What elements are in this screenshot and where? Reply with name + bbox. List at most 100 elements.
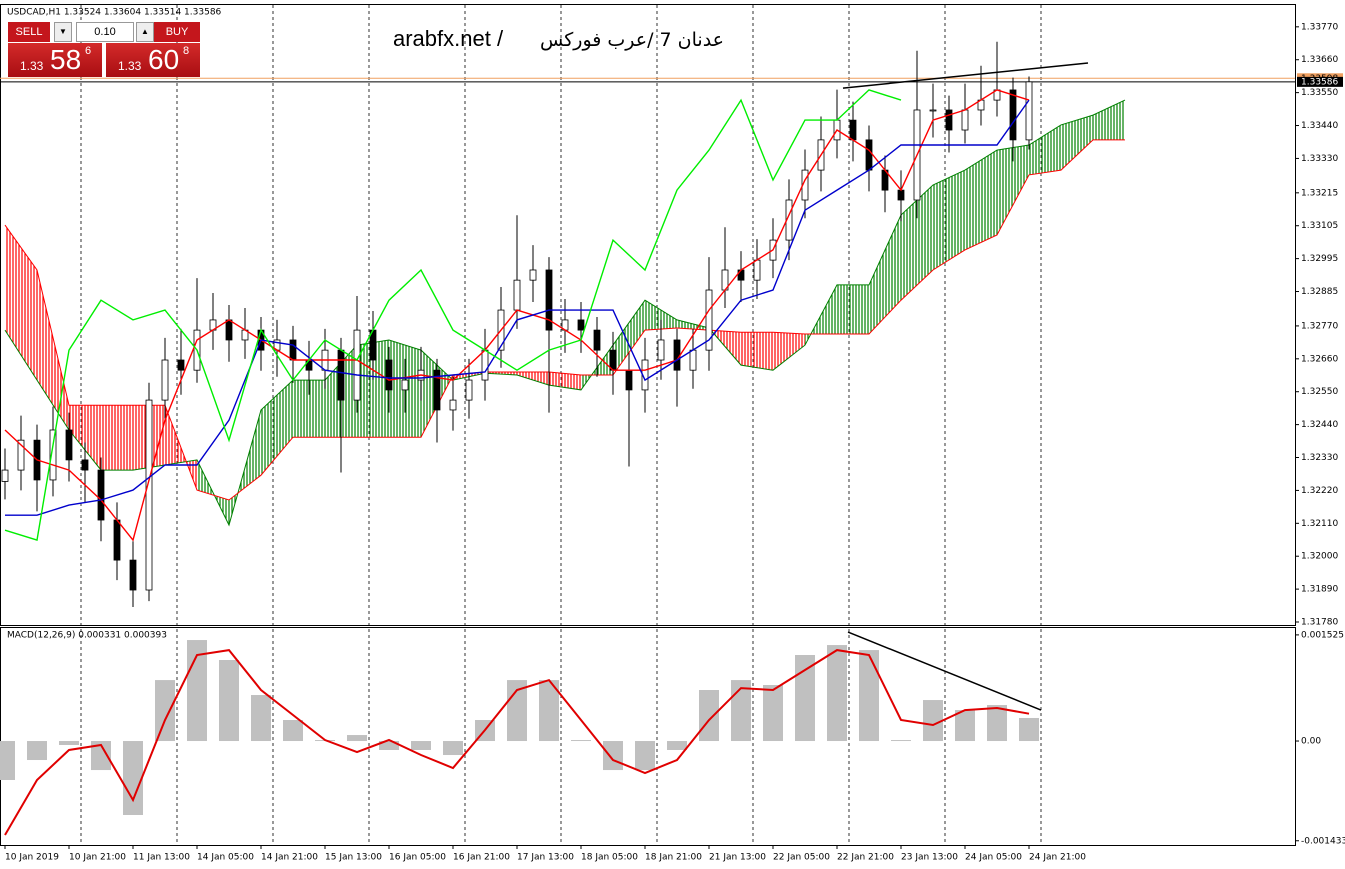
macd-bar	[955, 710, 975, 742]
macd-bar	[123, 741, 143, 816]
macd-bar	[59, 741, 79, 745]
macd-bar	[411, 741, 431, 751]
cloud-segment	[549, 371, 581, 390]
cloud-segment	[741, 332, 773, 371]
trade-panel: SELL ▼ 0.10 ▲ BUY 1.33 58 6 1.33 60 8	[8, 22, 200, 77]
cloud-segment	[677, 319, 709, 331]
cloud-segment	[1061, 115, 1093, 171]
cloud-segment	[901, 185, 933, 301]
y-tick-label: 0.00	[1301, 737, 1321, 747]
watermark-site: arabfx.net /	[393, 26, 504, 51]
lot-up[interactable]: ▲	[136, 22, 154, 42]
candle-body	[401, 379, 409, 391]
cloud-segment	[261, 380, 293, 476]
cloud-segment	[613, 300, 645, 375]
candle-body	[65, 429, 73, 461]
macd-bar	[443, 741, 463, 756]
ask-pips: 60	[148, 44, 180, 75]
candle-body	[113, 519, 121, 561]
cloud-segment	[37, 269, 69, 430]
candle-body	[49, 429, 57, 481]
candle-body	[753, 259, 761, 281]
macd-bar	[379, 741, 399, 751]
candle-body	[625, 369, 633, 391]
y-tick-label: 1.32440	[1301, 420, 1338, 430]
trendline	[842, 62, 1089, 89]
macd-bar	[219, 660, 239, 742]
macd-bar	[251, 695, 271, 742]
y-tick-label: 1.32550	[1301, 387, 1338, 397]
candle-body	[161, 359, 169, 401]
y-tick-label: 1.32000	[1301, 552, 1338, 562]
macd-bar	[827, 645, 847, 742]
ask-price[interactable]: 1.33 60 8	[106, 43, 200, 77]
y-tick-label: 1.33105	[1301, 221, 1338, 231]
macd-bar	[731, 680, 751, 742]
y-tick-label: 1.32995	[1301, 254, 1338, 264]
y-tick-label: 1.33215	[1301, 188, 1338, 198]
y-tick-label: -0.001433	[1301, 836, 1345, 846]
macd-bar	[347, 735, 367, 742]
y-tick-label: 1.32110	[1301, 519, 1338, 529]
lot-input[interactable]: 0.10	[76, 22, 134, 42]
macd-bar	[571, 740, 591, 742]
lot-down[interactable]: ▼	[54, 22, 72, 42]
sell-button[interactable]: SELL	[8, 22, 50, 42]
candle-body	[1009, 89, 1017, 141]
candle-body	[81, 459, 89, 471]
x-tick-label: 16 Jan 21:00	[453, 853, 510, 863]
y-tick-label: 1.33770	[1301, 22, 1338, 32]
symbol-info: USDCAD,H1 1.33524 1.33604 1.33514 1.3358…	[7, 8, 222, 18]
ask-fraction: 8	[183, 45, 190, 57]
candle-body	[289, 339, 297, 361]
indicator-line	[4, 89, 1030, 542]
macd-bar	[91, 741, 111, 771]
buy-button[interactable]: BUY	[154, 22, 200, 42]
candle-body	[305, 359, 313, 371]
y-tick-label: 1.32770	[1301, 321, 1338, 331]
y-tick-label: 1.31780	[1301, 618, 1338, 628]
price-frame	[0, 4, 1296, 626]
candle-body	[945, 109, 953, 131]
cloud-segment	[869, 214, 901, 334]
y-tick-label: 1.33330	[1301, 154, 1338, 164]
macd-bar	[667, 741, 687, 751]
x-tick-label: 18 Jan 21:00	[645, 853, 702, 863]
x-tick-label: 17 Jan 13:00	[517, 853, 574, 863]
macd-title: MACD(12,26,9) 0.000331 0.000393	[7, 631, 167, 641]
cloud-segment	[933, 170, 965, 270]
x-tick-label: 23 Jan 13:00	[901, 853, 958, 863]
x-tick-label: 22 Jan 21:00	[837, 853, 894, 863]
indicator-line	[4, 89, 902, 542]
candle-body	[657, 339, 665, 361]
y-tick-label: 1.32885	[1301, 287, 1338, 297]
candle-body	[433, 369, 441, 411]
bid-fraction: 6	[85, 45, 92, 57]
watermark-author: عدنان 7 /عرب فوركس	[540, 29, 725, 51]
y-tick-label: 1.33550	[1301, 88, 1338, 98]
candle-body	[465, 379, 473, 401]
candle-body	[129, 559, 137, 591]
candle-body	[177, 359, 185, 371]
macd-bar	[795, 655, 815, 742]
macd-bar	[0, 741, 15, 780]
y-tick-label: 1.31890	[1301, 585, 1338, 595]
x-tick-label: 24 Jan 21:00	[1029, 853, 1086, 863]
x-tick-label: 16 Jan 05:00	[389, 853, 446, 863]
bid-prefix: 1.33	[20, 59, 44, 73]
y-tick-label: 1.32660	[1301, 354, 1338, 364]
macd-bar	[987, 705, 1007, 742]
macd-bar	[283, 720, 303, 742]
cloud-segment	[837, 284, 869, 334]
cloud-segment	[965, 150, 997, 250]
price-label-box	[1297, 76, 1343, 87]
cloud-segment	[645, 300, 677, 331]
x-tick-label: 14 Jan 21:00	[261, 853, 318, 863]
cloud-segment	[101, 405, 133, 471]
candle-body	[513, 279, 521, 311]
candle-body	[1, 469, 9, 482]
macd-bar	[891, 740, 911, 742]
bid-price[interactable]: 1.33 58 6	[8, 43, 102, 77]
